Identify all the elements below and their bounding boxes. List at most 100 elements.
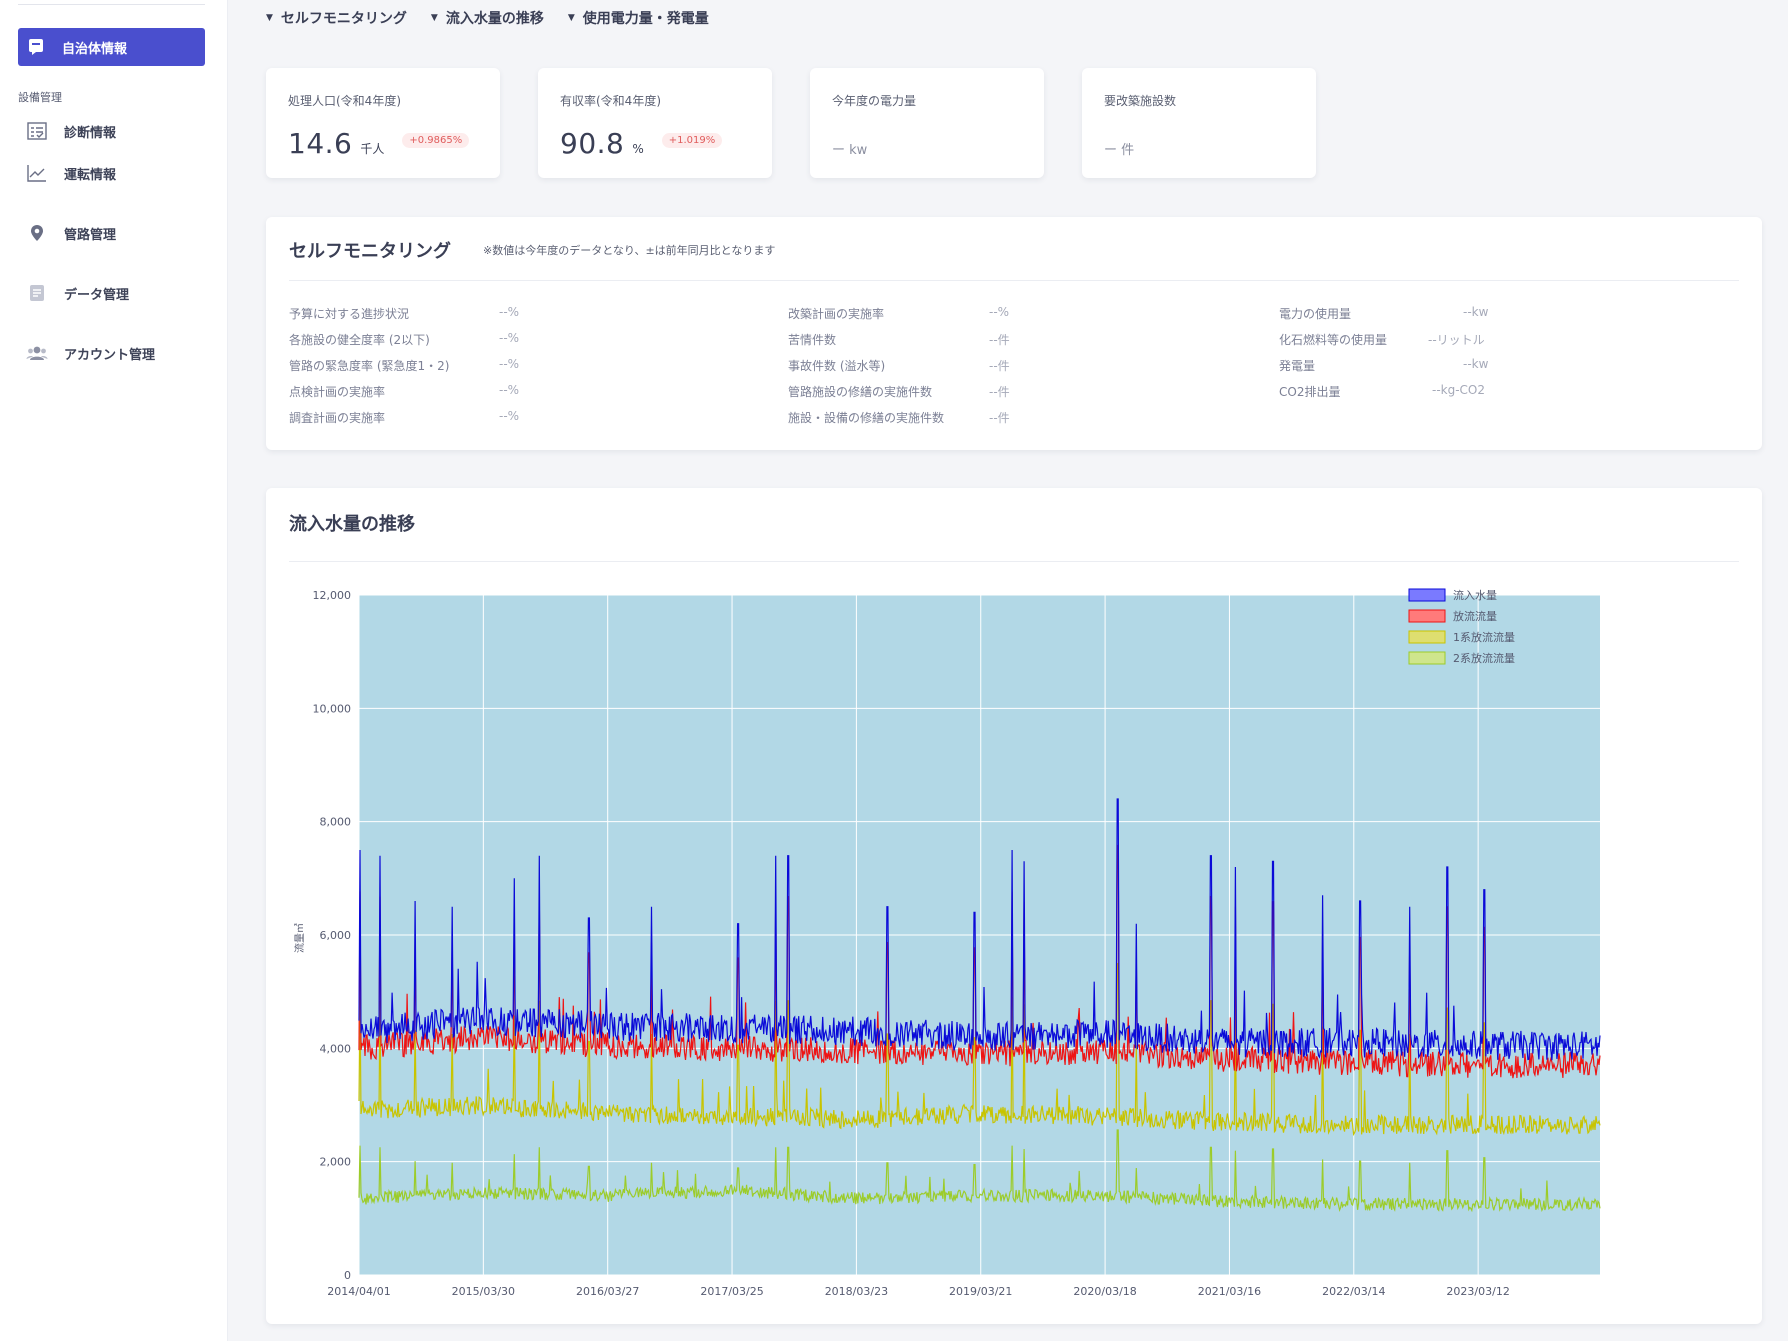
series-line bbox=[358, 1129, 1601, 1213]
metric-label: 施設・設備の修繕の実施件数 bbox=[788, 411, 945, 425]
metric-value: --kw bbox=[1463, 357, 1489, 371]
x-tick-label: 2021/03/16 bbox=[1198, 1285, 1261, 1298]
sidebar-item-diagnosis[interactable]: 診断情報 bbox=[26, 121, 116, 141]
caret-down-icon: ▼ bbox=[266, 13, 273, 23]
legend-swatch bbox=[1408, 630, 1446, 644]
caret-down-icon: ▼ bbox=[430, 13, 438, 23]
nav-link-label: セルフモニタリング bbox=[280, 11, 407, 27]
inflow-chart: 0 2,000 4,000 6,000 8,000 10,000 12,000 2014/04… bbox=[293, 588, 1601, 1298]
x-tick-label: 2020/03/18 bbox=[1073, 1285, 1136, 1298]
y-tick-label: 0 bbox=[344, 1269, 351, 1282]
card-unit: % bbox=[632, 142, 644, 156]
sidebar-item-operation[interactable]: 運転情報 bbox=[26, 163, 116, 183]
x-tick-label: 2016/03/27 bbox=[576, 1285, 639, 1298]
users-icon bbox=[26, 343, 48, 363]
legend-swatch bbox=[1408, 651, 1446, 665]
metric-label: 発電量 bbox=[1279, 359, 1316, 373]
sidebar-item-data[interactable]: データ管理 bbox=[26, 283, 129, 303]
map-pin-icon bbox=[26, 223, 48, 243]
series-line bbox=[358, 798, 1601, 1061]
diagnosis-icon bbox=[26, 121, 48, 141]
metric-label: CO2排出量 bbox=[1279, 385, 1341, 399]
metric-label: 予算に対する進捗状況 bbox=[289, 307, 410, 321]
metric-value: --件 bbox=[989, 411, 1010, 425]
metric-value: --件 bbox=[989, 333, 1010, 347]
y-tick-label: 4,000 bbox=[320, 1042, 352, 1055]
nav-link-label: 使用電力量・発電量 bbox=[582, 11, 709, 27]
sidebar-section-label: 設備管理 bbox=[18, 91, 62, 104]
caret-down-icon: ▼ bbox=[567, 13, 575, 23]
y-tick-label: 8,000 bbox=[320, 816, 352, 829]
metric-label: 調査計画の実施率 bbox=[289, 411, 386, 425]
metric-label: 改築計画の実施率 bbox=[788, 307, 885, 321]
card-value: 14.6 bbox=[288, 127, 353, 160]
x-tick-label: 2019/03/21 bbox=[949, 1285, 1012, 1298]
sidebar-item-municipality-info[interactable]: 自治体情報 bbox=[18, 28, 205, 66]
legend-label: 1系放流流量 bbox=[1453, 630, 1515, 644]
metric-value: --% bbox=[499, 409, 520, 423]
legend-label: 2系放流流量 bbox=[1453, 651, 1515, 665]
nav-link-power[interactable]: ▼ 使用電力量・発電量 bbox=[568, 8, 709, 28]
y-tick-label: 2,000 bbox=[320, 1156, 352, 1169]
metric-label: 電力の使用量 bbox=[1279, 307, 1352, 321]
card-label: 要改築施設数 bbox=[1104, 94, 1177, 108]
card-value: ー 件 bbox=[1104, 143, 1135, 158]
top-anchor-nav: ▼ セルフモニタリング ▼ 流入水量の推移 ▼ 使用電力量・発電量 bbox=[266, 8, 709, 28]
sidebar-item-label: アカウント管理 bbox=[64, 347, 156, 363]
sidebar-item-label: 診断情報 bbox=[64, 125, 117, 141]
x-tick-label: 2017/03/25 bbox=[700, 1285, 763, 1298]
card-unit: 千人 bbox=[360, 142, 385, 156]
delta-badge: +1.019% bbox=[661, 133, 723, 148]
sidebar-item-pipeline[interactable]: 管路管理 bbox=[26, 223, 116, 243]
x-tick-label: 2014/04/01 bbox=[327, 1285, 390, 1298]
metric-value: --% bbox=[989, 305, 1010, 319]
nav-link-self-monitoring[interactable]: ▼ セルフモニタリング bbox=[266, 8, 407, 28]
panel-title: セルフモニタリング bbox=[289, 241, 451, 262]
legend-label: 放流流量 bbox=[1453, 609, 1497, 623]
card-label: 有収率(令和4年度) bbox=[560, 94, 661, 108]
stat-card-revenue-rate: 有収率(令和4年度) 90.8 % +1.019% bbox=[538, 68, 772, 178]
y-tick-label: 6,000 bbox=[320, 929, 352, 942]
metric-label: 管路施設の修繕の実施件数 bbox=[788, 385, 933, 399]
nav-link-inflow[interactable]: ▼ 流入水量の推移 bbox=[431, 8, 544, 28]
sidebar-item-label: 運転情報 bbox=[64, 167, 117, 183]
stat-card-population: 処理人口(令和4年度) 14.6 千人 +0.9865% bbox=[266, 68, 500, 178]
x-tick-label: 2015/03/30 bbox=[452, 1285, 515, 1298]
delta-badge: +0.9865% bbox=[402, 133, 470, 148]
card-value: 90.8 bbox=[560, 127, 625, 160]
sidebar-item-label: 管路管理 bbox=[64, 227, 117, 243]
panel-note: ※数値は今年度のデータとなり、±は前年同月比となります bbox=[483, 244, 776, 257]
y-tick-label: 10,000 bbox=[313, 702, 352, 715]
x-tick-label: 2022/03/14 bbox=[1322, 1285, 1385, 1298]
sidebar-item-account[interactable]: アカウント管理 bbox=[26, 343, 155, 363]
metric-value: --% bbox=[499, 305, 520, 319]
y-tick-label: 12,000 bbox=[313, 589, 352, 602]
panel-title: 流入水量の推移 bbox=[289, 514, 415, 535]
x-tick-label: 2023/03/12 bbox=[1446, 1285, 1509, 1298]
metric-value: --kg-CO2 bbox=[1432, 383, 1486, 397]
sidebar-active-label: 自治体情報 bbox=[62, 41, 128, 57]
legend-label: 流入水量 bbox=[1453, 588, 1497, 602]
metric-value: --リットル bbox=[1428, 333, 1485, 347]
metric-value: --% bbox=[499, 357, 520, 371]
metric-label: 管路の緊急度率 (緊急度1・2) bbox=[289, 359, 450, 373]
series-line bbox=[358, 844, 1601, 1079]
sidebar-divider bbox=[18, 4, 205, 5]
panel-divider bbox=[289, 561, 1739, 562]
building-icon bbox=[28, 38, 44, 56]
card-value: ー kw bbox=[832, 143, 868, 158]
self-monitoring-panel: セルフモニタリング ※数値は今年度のデータとなり、±は前年同月比となります 予算… bbox=[266, 217, 1762, 450]
metric-label: 苦情件数 bbox=[788, 333, 837, 347]
sidebar: 自治体情報 設備管理 診断情報 運転情報 管路管理 データ管理 アカウント管理 bbox=[0, 0, 228, 1341]
stat-card-power: 今年度の電力量 ー kw bbox=[810, 68, 1044, 178]
metric-value: --% bbox=[499, 331, 520, 345]
metric-value: --kw bbox=[1463, 305, 1489, 319]
metric-value: --件 bbox=[989, 385, 1010, 399]
metric-value: --件 bbox=[989, 359, 1010, 373]
card-label: 今年度の電力量 bbox=[832, 94, 917, 108]
legend-swatch bbox=[1408, 609, 1446, 623]
sidebar-item-label: データ管理 bbox=[64, 287, 130, 303]
x-tick-label: 2018/03/23 bbox=[825, 1285, 888, 1298]
y-axis-label: 流量㎥ bbox=[293, 923, 306, 953]
metric-label: 各施設の健全度率 (2以下) bbox=[289, 333, 430, 347]
